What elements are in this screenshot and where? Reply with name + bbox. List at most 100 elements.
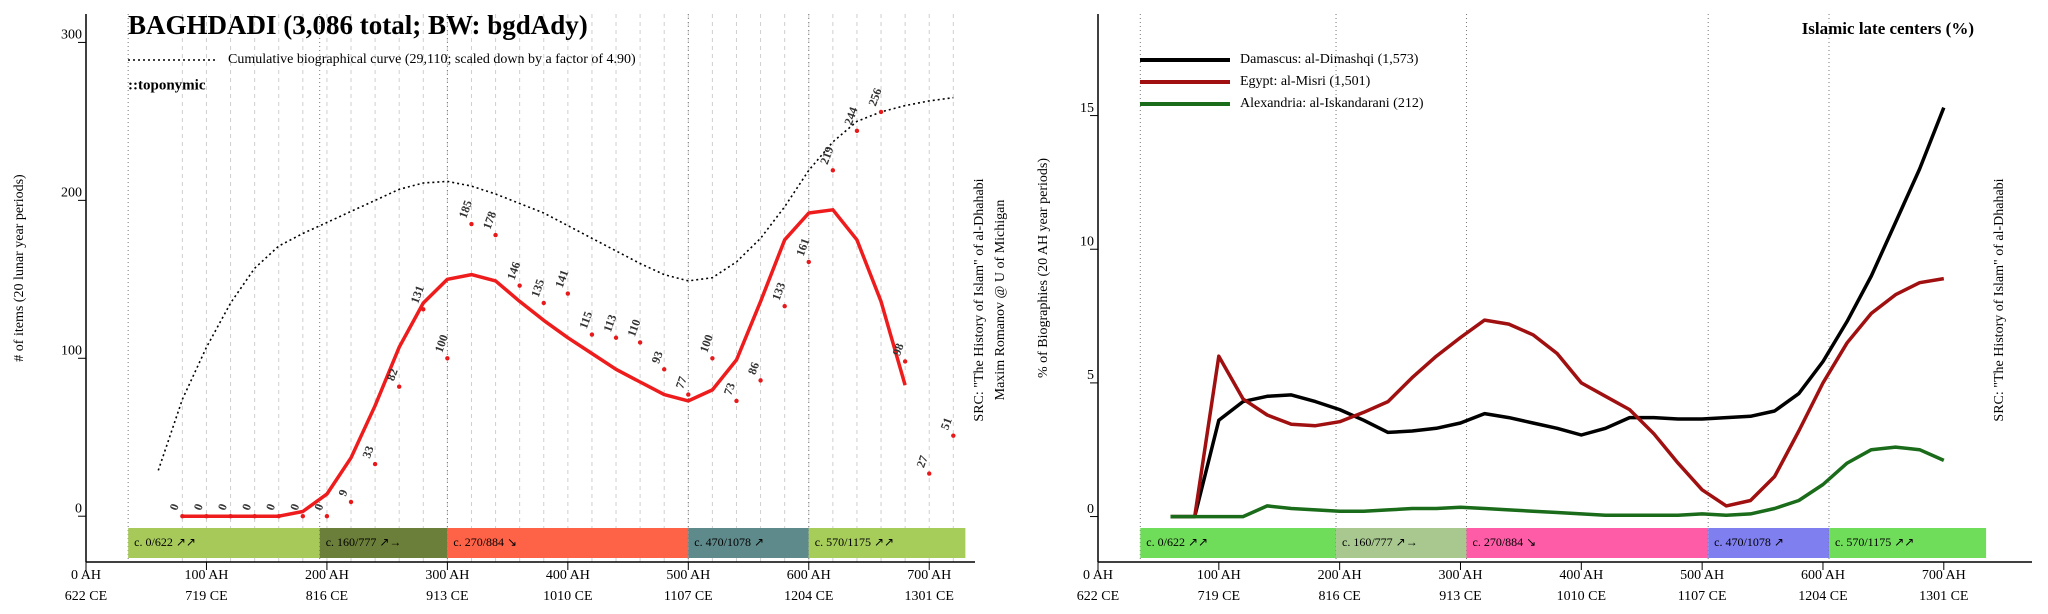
data-label: 93 bbox=[648, 349, 665, 365]
period-band bbox=[128, 528, 320, 558]
x-tick-label: 0 AH bbox=[71, 568, 101, 583]
data-point bbox=[324, 514, 330, 519]
data-point bbox=[637, 340, 643, 345]
x-tick-label: 700 AH bbox=[907, 568, 951, 583]
x-tick-label: 913 CE bbox=[1439, 589, 1481, 604]
period-band bbox=[1829, 528, 1987, 558]
period-label: c. 0/622 ↗↗ bbox=[134, 535, 196, 549]
source-note: SRC: "The History of Islam" of al-Dhahab… bbox=[972, 178, 987, 421]
x-tick-label: 0 AH bbox=[1083, 568, 1113, 583]
data-point bbox=[878, 109, 884, 115]
data-label: 0 bbox=[239, 502, 254, 512]
x-tick-label: 1301 CE bbox=[905, 589, 954, 604]
y-tick-label: 300 bbox=[61, 28, 82, 43]
data-point bbox=[276, 514, 281, 519]
data-label: 178 bbox=[480, 209, 499, 231]
x-tick-label: 816 CE bbox=[306, 589, 348, 604]
data-point bbox=[758, 378, 763, 383]
x-tick-label: 1204 CE bbox=[784, 589, 833, 604]
data-point bbox=[300, 514, 306, 519]
period-band bbox=[1336, 528, 1467, 558]
x-tick-label: 200 AH bbox=[305, 568, 349, 583]
period-label: c. 160/777 ↗→ bbox=[1342, 535, 1418, 549]
data-point bbox=[180, 514, 185, 519]
x-tick-label: 913 CE bbox=[426, 589, 468, 604]
period-label: c. 270/884 ↘ bbox=[1473, 535, 1537, 549]
chart-title: Islamic late centers (%) bbox=[1802, 19, 1974, 38]
x-tick-label: 816 CE bbox=[1318, 589, 1360, 604]
data-point bbox=[902, 359, 908, 364]
x-tick-label: 1010 CE bbox=[1557, 589, 1606, 604]
period-label: c. 470/1078 ↗ bbox=[1714, 535, 1784, 549]
y-tick-label: 200 bbox=[61, 186, 82, 201]
data-point bbox=[806, 259, 811, 265]
x-tick-label: 100 AH bbox=[184, 568, 228, 583]
data-label: 0 bbox=[287, 502, 302, 512]
data-point bbox=[613, 335, 619, 340]
data-label: 0 bbox=[167, 502, 182, 512]
period-label: c. 0/622 ↗↗ bbox=[1146, 535, 1208, 549]
x-tick-label: 719 CE bbox=[185, 589, 227, 604]
data-label: 135 bbox=[528, 277, 547, 299]
data-point bbox=[830, 168, 836, 173]
data-point bbox=[541, 300, 546, 306]
data-point bbox=[204, 514, 209, 519]
x-tick-label: 400 AH bbox=[546, 568, 590, 583]
data-point bbox=[565, 291, 571, 296]
y-axis-label: # of items (20 lunar year periods) bbox=[12, 174, 27, 362]
data-label: 256 bbox=[865, 86, 884, 108]
legend-label: Egypt: al-Misri (1,501) bbox=[1240, 74, 1371, 89]
data-point bbox=[854, 128, 860, 134]
data-label: 131 bbox=[408, 284, 427, 306]
source-note: SRC: "The History of Islam" of al-Dhahab… bbox=[1992, 178, 2007, 421]
x-tick-label: 600 AH bbox=[1801, 568, 1845, 583]
y-tick-label: 0 bbox=[75, 501, 82, 516]
data-label: 33 bbox=[359, 444, 376, 460]
x-tick-label: 600 AH bbox=[787, 568, 831, 583]
period-band bbox=[1708, 528, 1830, 558]
data-label: 141 bbox=[552, 268, 571, 290]
y-tick-label: 100 bbox=[61, 343, 82, 358]
x-tick-label: 719 CE bbox=[1198, 589, 1240, 604]
data-point bbox=[734, 398, 739, 404]
legend-label: Cumulative biographical curve (29,110; s… bbox=[228, 52, 636, 67]
series-line bbox=[1170, 106, 1946, 519]
x-tick-label: 300 AH bbox=[425, 568, 469, 583]
data-point bbox=[927, 471, 932, 476]
x-tick-label: 500 AH bbox=[666, 568, 710, 583]
data-label: 82 bbox=[383, 367, 400, 383]
data-point bbox=[517, 283, 522, 288]
data-point bbox=[493, 232, 498, 238]
y-tick-label: 0 bbox=[1087, 502, 1094, 517]
data-label: 0 bbox=[263, 502, 278, 512]
x-tick-label: 500 AH bbox=[1680, 568, 1724, 583]
data-point bbox=[951, 433, 956, 438]
x-tick-label: 100 AH bbox=[1197, 568, 1241, 583]
data-label: 27 bbox=[913, 453, 930, 469]
period-band bbox=[319, 528, 448, 558]
series-line bbox=[1170, 445, 1945, 519]
data-point bbox=[662, 367, 667, 372]
chart-subtitle: ::toponymic bbox=[128, 77, 206, 93]
x-tick-label: 1107 CE bbox=[1678, 589, 1727, 604]
data-label: 185 bbox=[456, 198, 475, 220]
data-label: 115 bbox=[576, 309, 595, 330]
y-tick-label: 10 bbox=[1080, 234, 1094, 249]
data-point bbox=[421, 307, 426, 312]
data-label: 100 bbox=[432, 333, 451, 355]
data-point bbox=[710, 356, 715, 361]
data-label: 51 bbox=[938, 416, 955, 432]
data-point bbox=[252, 514, 257, 519]
legend-label: Damascus: al-Dimashqi (1,573) bbox=[1240, 52, 1419, 67]
period-label: c. 160/777 ↗→ bbox=[326, 535, 402, 549]
data-point bbox=[396, 384, 402, 389]
x-tick-label: 1010 CE bbox=[543, 589, 592, 604]
data-label: 146 bbox=[504, 260, 523, 282]
series-line bbox=[157, 96, 954, 471]
x-tick-label: 200 AH bbox=[1318, 568, 1362, 583]
data-label: 113 bbox=[600, 313, 619, 334]
data-label: 244 bbox=[841, 105, 860, 127]
x-tick-label: 1301 CE bbox=[1919, 589, 1968, 604]
data-label: 110 bbox=[624, 317, 643, 338]
